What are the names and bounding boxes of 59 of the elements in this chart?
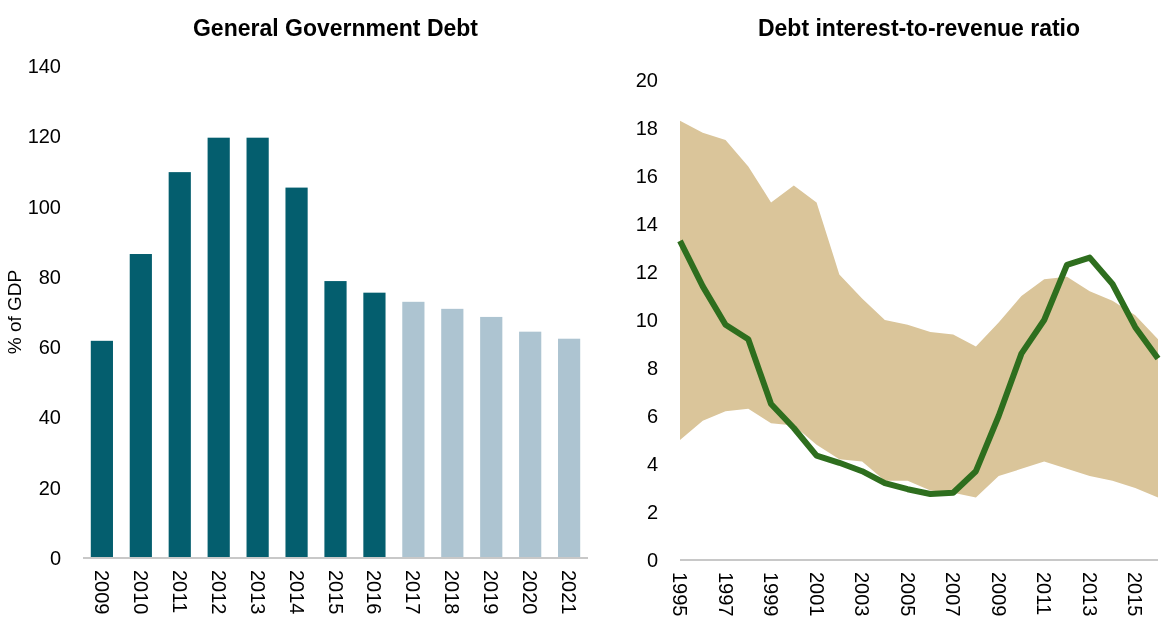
x-tick-label: 1999 (760, 572, 783, 617)
x-tick-label: 2016 (363, 570, 386, 615)
x-tick-label: 2020 (519, 570, 542, 615)
x-tick-label: 2013 (1078, 572, 1101, 617)
x-tick-label: 2010 (129, 570, 152, 615)
x-tick-label: 2001 (805, 572, 828, 617)
x-tick-label: 2019 (480, 570, 503, 615)
x-tick-label: 2015 (324, 570, 347, 615)
y-tick-label: 14 (635, 213, 658, 235)
bar (480, 316, 503, 558)
bar (558, 338, 581, 558)
y-tick-label: 60 (38, 336, 61, 359)
y-tick-label: 12 (635, 261, 658, 283)
x-tick-label: 1995 (669, 572, 691, 617)
y-tick-label: 4 (646, 453, 658, 475)
x-tick-label: 2009 (987, 572, 1010, 617)
x-tick-label: 2018 (441, 570, 464, 615)
x-tick-label: 2015 (1124, 572, 1147, 617)
x-tick-label: 2013 (246, 570, 269, 615)
x-tick-label: 2003 (851, 572, 874, 617)
y-tick-label: 0 (49, 547, 61, 569)
x-tick-label: 2012 (207, 570, 230, 615)
chart-title: General Government Debt (192, 15, 479, 41)
bar (246, 137, 269, 558)
y-tick-label: 100 (27, 195, 61, 218)
x-tick-label: 2009 (90, 570, 113, 615)
x-tick-label: 2007 (942, 572, 965, 617)
y-tick-label: 80 (38, 265, 61, 288)
y-tick-label: 16 (635, 165, 658, 187)
bar (207, 137, 230, 558)
y-tick-label: 120 (27, 125, 61, 148)
x-tick-label: 2017 (402, 570, 425, 615)
y-tick-label: 10 (635, 309, 658, 331)
y-axis-title: % of GDP (4, 269, 25, 355)
x-tick-label: 2005 (896, 572, 919, 617)
y-tick-label: 140 (27, 55, 61, 77)
x-tick-label: 2021 (558, 570, 581, 615)
bar (168, 172, 191, 558)
bar (129, 254, 152, 558)
y-tick-label: 8 (646, 357, 658, 379)
y-tick-label: 20 (38, 476, 61, 499)
bar (324, 281, 347, 558)
y-tick-label: 6 (646, 405, 658, 427)
y-tick-label: 40 (38, 406, 61, 429)
bar (90, 340, 113, 558)
bar (363, 292, 386, 558)
y-tick-label: 20 (635, 69, 658, 91)
x-tick-label: 2011 (168, 570, 191, 614)
chart-title: Debt interest-to-revenue ratio (757, 15, 1081, 41)
y-tick-label: 18 (635, 117, 658, 139)
x-tick-label: 2011 (1033, 572, 1056, 616)
bar (441, 308, 464, 558)
bar (519, 331, 542, 558)
y-tick-label: 0 (646, 549, 658, 571)
x-tick-label: 2014 (285, 570, 308, 615)
y-tick-label: 2 (646, 501, 658, 523)
bar (285, 187, 308, 558)
x-tick-label: 1997 (714, 572, 737, 617)
bar (402, 301, 425, 558)
